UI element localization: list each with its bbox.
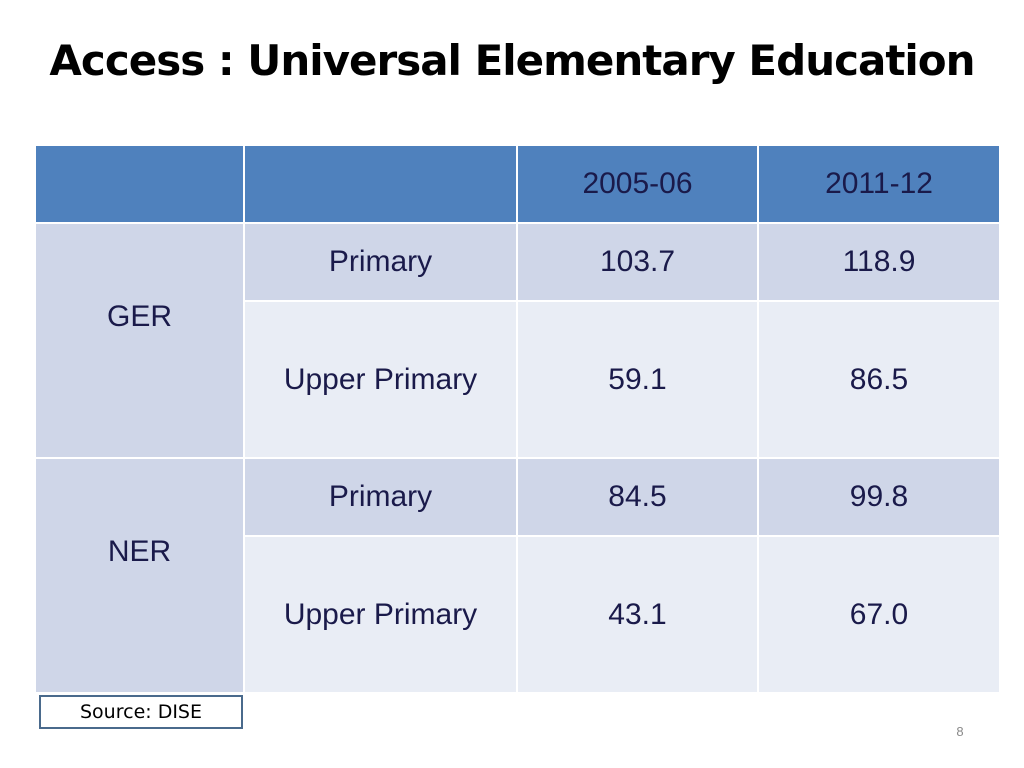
level-cell: Primary (243, 457, 518, 537)
header-cell-2005-06: 2005-06 (516, 144, 759, 224)
header-cell-2011-12: 2011-12 (757, 144, 1001, 224)
table-row: Upper Primary 59.1 86.5 (35, 300, 1001, 459)
value-cell: 67.0 (757, 535, 1001, 694)
level-cell: Upper Primary (243, 535, 518, 694)
group-label-ner: NER (34, 457, 245, 694)
table-row: NER Primary 84.5 99.8 (34, 457, 1001, 694)
value-cell: 86.5 (757, 300, 1001, 459)
level-cell: Primary (243, 222, 518, 302)
page-number: 8 (956, 724, 964, 739)
value-cell: 118.9 (757, 222, 1001, 302)
table-row: Upper Primary 43.1 67.0 (35, 535, 1001, 694)
group-label-ger: GER (34, 222, 245, 459)
header-cell-blank-1 (34, 144, 245, 224)
value-cell: 103.7 (516, 222, 759, 302)
slide-title: Access : Universal Elementary Education (49, 36, 975, 85)
level-cell: Upper Primary (243, 300, 518, 459)
value-cell: 43.1 (516, 535, 759, 694)
source-note: Source: DISE (39, 695, 243, 729)
value-cell: 99.8 (757, 457, 1001, 537)
value-cell: 59.1 (516, 300, 759, 459)
header-cell-blank-2 (243, 144, 518, 224)
table-header-row: 2005-06 2011-12 (34, 144, 1001, 224)
table-row: GER Primary 103.7 118.9 (34, 222, 1001, 459)
value-cell: 84.5 (516, 457, 759, 537)
enrollment-table: 2005-06 2011-12 GER Primary 103.7 118.9 … (34, 144, 1001, 694)
